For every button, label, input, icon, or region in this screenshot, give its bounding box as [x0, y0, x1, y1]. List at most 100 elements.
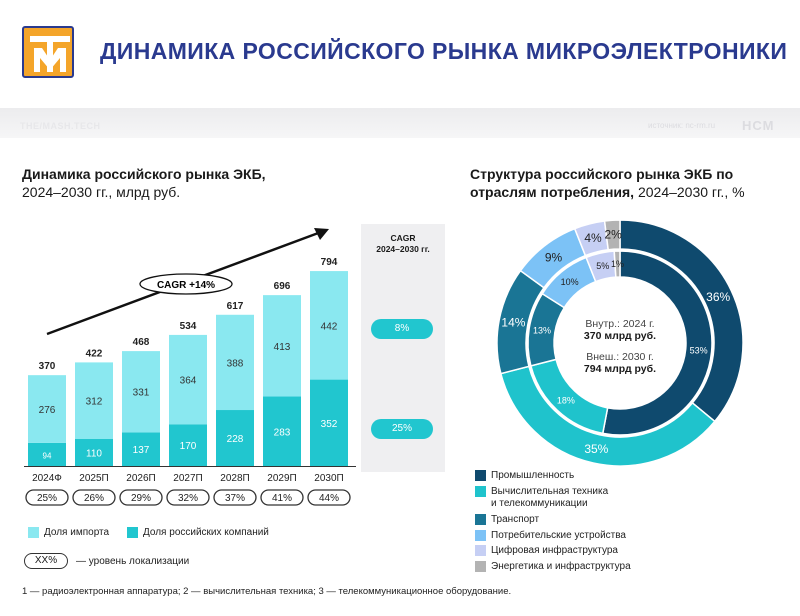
- legend-computing-label: Вычислительная техника и телекоммуникаци…: [491, 486, 608, 510]
- legend-computing-line2: и телекоммуникации: [491, 498, 588, 509]
- donut-center-line3: Внеш.: 2030 г.: [586, 351, 654, 363]
- header: ДИНАМИКА РОССИЙСКОГО РЫНКА МИКРОЭЛЕКТРОН…: [0, 0, 800, 110]
- localization-pill-3: [166, 489, 210, 506]
- x-tick-label-1: 2025П: [79, 473, 108, 484]
- legend-domestic-label: Доля российских компаний: [143, 527, 269, 538]
- bar-total-label-6: 794: [321, 257, 338, 268]
- bar-total-label-5: 696: [274, 281, 291, 292]
- legend-industry-swatch: [475, 470, 486, 481]
- cagr-arrow-label: CAGR +14%: [157, 280, 215, 291]
- inner-label-1: 18%: [557, 396, 575, 406]
- outer-label-5: 2%: [605, 228, 623, 242]
- bar-domestic-label-0: 94: [43, 451, 52, 460]
- legend-energy-swatch: [475, 561, 486, 572]
- outer-label-3: 9%: [545, 250, 563, 264]
- legend-computing-line1: Вычислительная техника: [491, 486, 609, 497]
- x-tick-label-6: 2030П: [314, 473, 343, 484]
- watermark-right: источник: nc-rm.ru: [648, 121, 716, 130]
- bar-domestic-6: [310, 379, 348, 466]
- bar-total-label-4: 617: [227, 301, 244, 312]
- localization-pill-4: [213, 489, 257, 506]
- bar-chart-title-bold: Динамика российского рынка ЭКБ,: [22, 166, 266, 182]
- inner-label-3: 10%: [561, 277, 579, 287]
- bar-import-1: [75, 362, 113, 439]
- x-tick-label-2: 2026П: [126, 473, 155, 484]
- legend-pill-sample: XX%: [24, 553, 68, 569]
- bar-total-label-2: 468: [133, 337, 150, 348]
- legend-domestic-swatch: [127, 527, 138, 538]
- legend-pill-caption: — уровень локализации: [76, 556, 190, 567]
- donut-title-bold-2: отраслям потребления,: [470, 184, 635, 200]
- bar-import-label-2: 331: [133, 388, 150, 399]
- bar-domestic-label-2: 137: [133, 445, 150, 456]
- donut-title-bold-1: Структура российского рынка ЭКБ по: [470, 166, 734, 182]
- legend-transport-label: Транспорт: [491, 514, 540, 525]
- inner-label-4: 5%: [596, 261, 609, 271]
- cagr-head-2: 2024–2030 гг.: [376, 244, 430, 254]
- legend-consumer-swatch: [475, 530, 486, 541]
- bar-import-5: [263, 295, 301, 397]
- bar-chart-title: Динамика российского рынка ЭКБ, 2024–203…: [22, 165, 266, 201]
- cagr-column-header: CAGR 2024–2030 гг.: [361, 233, 445, 255]
- bar-domestic-label-6: 352: [321, 419, 338, 430]
- legend-computing-swatch: [475, 486, 486, 497]
- watermark-logo: НСМ: [742, 118, 775, 133]
- bar-import-6: [310, 271, 348, 380]
- outer-label-4: 4%: [584, 231, 602, 245]
- donut-center-line2: 370 млрд руб.: [583, 330, 657, 342]
- localization-pill-6: [307, 489, 351, 506]
- bar-domestic-2: [122, 432, 160, 466]
- bar-import-label-4: 388: [227, 358, 244, 369]
- watermark-band: [0, 108, 800, 138]
- legend-import-label: Доля импорта: [44, 527, 110, 538]
- donut-center-line4: 794 млрд руб.: [583, 363, 657, 375]
- bar-import-label-5: 413: [274, 342, 291, 353]
- bar-import-0: [28, 375, 66, 443]
- cagr-import-pill: 8%: [371, 319, 433, 339]
- bar-domestic-5: [263, 396, 301, 466]
- footnote: 1 — радиоэлектронная аппаратура; 2 — выч…: [22, 586, 512, 597]
- bar-domestic-label-3: 170: [180, 441, 197, 452]
- bar-chart-title-normal: 2024–2030 гг., млрд руб.: [22, 184, 181, 200]
- donut-title-normal: 2024–2030 гг., %: [634, 184, 745, 200]
- bar-domestic-1: [75, 438, 113, 466]
- cagr-head-1: CAGR: [390, 233, 416, 243]
- donut-chart-title: Структура российского рынка ЭКБ по отрас…: [470, 165, 745, 201]
- page-title: ДИНАМИКА РОССИЙСКОГО РЫНКА МИКРОЭЛЕКТРОН…: [100, 38, 788, 64]
- bar-domestic-4: [216, 410, 254, 466]
- bar-domestic-label-4: 228: [227, 434, 244, 445]
- legend-consumer-label: Потребительские устройства: [491, 530, 626, 541]
- cagr-arrow-head: [314, 228, 329, 240]
- localization-label-6: 44%: [319, 493, 339, 504]
- outer-label-2: 14%: [501, 316, 525, 330]
- localization-label-0: 25%: [37, 493, 57, 504]
- localization-label-5: 41%: [272, 493, 292, 504]
- bar-domestic-3: [169, 424, 207, 466]
- donut-center-line1: Внутр.: 2024 г.: [585, 318, 655, 330]
- x-tick-label-5: 2029П: [267, 473, 296, 484]
- legend-digital-label: Цифровая инфраструктура: [491, 545, 618, 556]
- legend-digital-swatch: [475, 545, 486, 556]
- logo-icon: [22, 26, 74, 78]
- cagr-domestic-pill: 25%: [371, 419, 433, 439]
- localization-label-1: 26%: [84, 493, 104, 504]
- x-tick-label-0: 2024Ф: [32, 473, 62, 484]
- inner-segment-5: [613, 250, 621, 278]
- localization-label-3: 32%: [178, 493, 198, 504]
- inner-segment-0: [601, 250, 713, 436]
- bar-import-3: [169, 334, 207, 425]
- legend-industry-label: Промышленность: [491, 470, 575, 481]
- donut-center: Внутр.: 2024 г. 370 млрд руб.: [560, 318, 680, 342]
- localization-pill-2: [119, 489, 163, 506]
- bar-domestic-0: [28, 442, 66, 466]
- watermark-left: THE/MASH.TECH: [20, 121, 101, 131]
- bar-import-label-6: 442: [321, 321, 338, 332]
- bar-import-4: [216, 314, 254, 411]
- bar-total-label-1: 422: [86, 348, 103, 359]
- localization-pill-5: [260, 489, 304, 506]
- legend-import-swatch: [28, 527, 39, 538]
- outer-label-0: 36%: [706, 290, 730, 304]
- donut-center-2: Внеш.: 2030 г. 794 млрд руб.: [560, 351, 680, 375]
- x-tick-label-3: 2027П: [173, 473, 202, 484]
